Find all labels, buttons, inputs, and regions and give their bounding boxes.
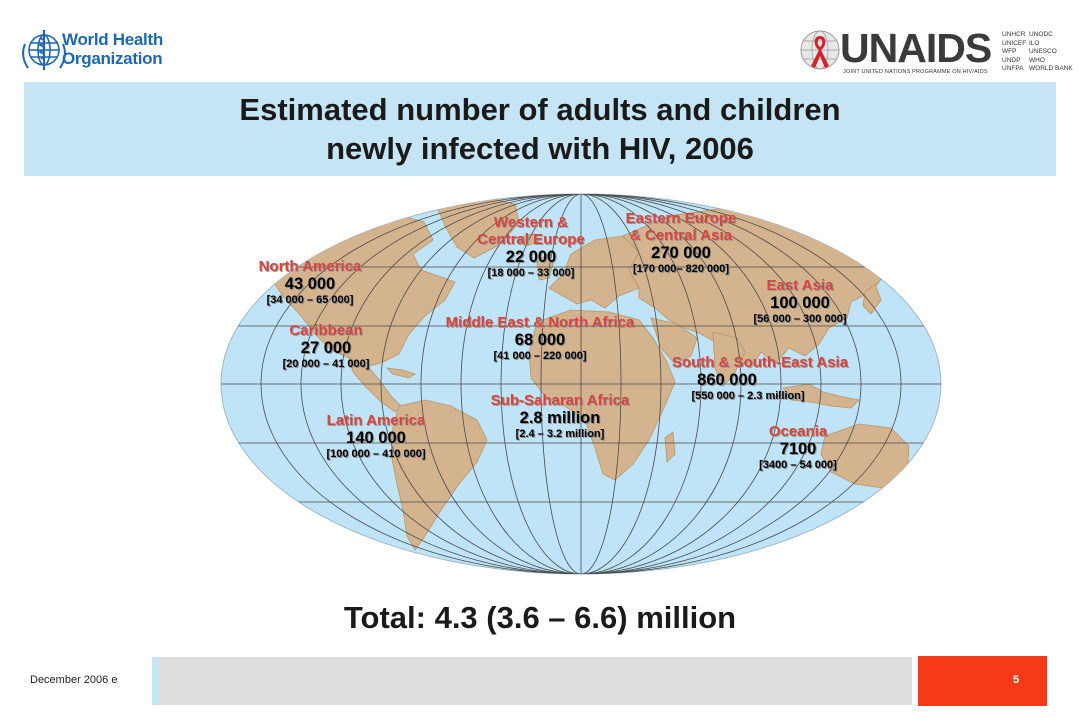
- title-band: Estimated number of adults and children …: [24, 82, 1056, 176]
- sponsor-name: WFP: [1002, 48, 1017, 55]
- region-name: Oceania: [768, 423, 828, 440]
- region-value: 140 000: [346, 429, 406, 447]
- region-south-southeast-asia: South & South-East Asia 860 000 [550 000…: [610, 354, 910, 404]
- slide-title: Estimated number of adults and children …: [24, 90, 1056, 168]
- unaids-wordmark: UNAIDS: [840, 25, 992, 71]
- unaids-sponsors-col2: UNODC ILO UNESCO WHO WORLD BANK: [1029, 31, 1073, 74]
- region-western-central-europe: Western & Central Europe 22 000 [18 000 …: [456, 214, 606, 281]
- sponsor-name: UNFPA: [1002, 65, 1024, 72]
- region-east-asia: East Asia 100 000 [56 000 – 300 000]: [728, 277, 872, 327]
- region-value: 43 000: [284, 275, 336, 293]
- region-name-line1: Eastern Europe: [625, 210, 737, 227]
- caribbean-islands: [385, 367, 416, 379]
- sponsor-name: WORLD BANK: [1029, 65, 1073, 72]
- unaids-ribbon-icon: [800, 30, 840, 70]
- iceland-landmass: [516, 233, 540, 247]
- footer-page-box: [918, 656, 1047, 706]
- region-eastern-europe-central-asia: Eastern Europe & Central Asia 270 000 [1…: [600, 210, 762, 277]
- sponsor-name: UNICEF: [1002, 39, 1027, 47]
- sponsor-name: UNDP: [1002, 56, 1021, 64]
- southeast-asia-islands: [782, 383, 860, 409]
- region-name: South & South-East Asia: [671, 354, 849, 371]
- region-value: 68 000: [514, 331, 566, 349]
- region-range: [41 000 – 220 000]: [493, 350, 587, 362]
- region-value: 27 000: [300, 339, 352, 357]
- region-range: [170 000– 820 000]: [632, 263, 730, 275]
- world-map: [220, 193, 942, 575]
- madagascar-landmass: [664, 431, 676, 463]
- india-landmass: [712, 331, 746, 387]
- region-latin-america: Latin America 140 000 [100 000 – 410 000…: [296, 412, 456, 462]
- sponsor-name: UNESCO: [1029, 48, 1057, 55]
- arabian-peninsula-landmass: [650, 317, 698, 365]
- region-value: 860 000: [697, 371, 757, 389]
- region-range: [2.4 – 3.2 million]: [515, 428, 605, 440]
- unaids-sponsors-col1: UNHCR UNICEF WFP UNDP UNFPA: [1002, 31, 1026, 74]
- region-range: [100 000 – 410 000]: [326, 448, 426, 460]
- region-oceania: Oceania 7100 [3400 – 54 000]: [728, 423, 868, 473]
- region-name-line2: Central Europe: [477, 231, 585, 248]
- region-range: [18 000 – 33 000]: [487, 267, 575, 279]
- region-range: [3400 – 54 000]: [759, 459, 837, 471]
- slide-title-line2: newly infected with HIV, 2006: [326, 131, 754, 166]
- global-total: Total: 4.3 (3.6 – 6.6) million: [343, 600, 737, 635]
- region-name-line1: Western &: [494, 214, 568, 231]
- region-range: [550 000 – 2.3 million]: [691, 390, 805, 402]
- footer-accent-box: [152, 657, 159, 705]
- who-logo-text: World Health Organization: [62, 30, 163, 68]
- region-name: Latin America: [326, 412, 426, 429]
- region-name: Sub-Saharan Africa: [490, 392, 630, 409]
- region-name: North America: [258, 258, 362, 275]
- region-range: [34 000 – 65 000]: [266, 294, 354, 306]
- region-middle-east-north-africa: Middle East & North Africa 68 000 [41 00…: [410, 314, 670, 364]
- unaids-subtitle: JOINT UNITED NATIONS PROGRAMME ON HIV/AI…: [843, 69, 988, 75]
- sponsor-name: UNHCR: [1002, 31, 1026, 38]
- south-america-landmass: [390, 399, 488, 551]
- new-zealand-landmass: [920, 481, 934, 509]
- region-north-america: North America 43 000 [34 000 – 65 000]: [232, 258, 388, 308]
- region-sub-saharan-africa: Sub-Saharan Africa 2.8 million [2.4 – 3.…: [470, 392, 650, 442]
- region-range: [20 000 – 41 000]: [282, 358, 370, 370]
- japan-landmass: [862, 283, 882, 315]
- who-emblem-icon: [22, 30, 66, 70]
- footer-bar: [159, 657, 912, 705]
- who-logo-line2: Organization: [62, 49, 163, 68]
- footer-date: December 2006 e: [30, 674, 118, 686]
- who-logo-line1: World Health: [62, 30, 163, 49]
- region-name: East Asia: [766, 277, 834, 294]
- graticule: [221, 194, 941, 574]
- slide-title-line1: Estimated number of adults and children: [239, 92, 841, 127]
- region-caribbean: Caribbean 27 000 [20 000 – 41 000]: [246, 322, 406, 372]
- region-name: Caribbean: [289, 322, 363, 339]
- region-value: 22 000: [505, 248, 557, 266]
- africa-landmass: [528, 309, 676, 481]
- region-value: 7100: [779, 440, 817, 458]
- sponsor-name: ILO: [1029, 39, 1040, 47]
- region-name: Middle East & North Africa: [445, 314, 635, 331]
- region-range: [56 000 – 300 000]: [753, 313, 847, 325]
- region-value: 100 000: [770, 294, 830, 312]
- sponsor-name: WHO: [1029, 56, 1045, 64]
- region-value: 2.8 million: [519, 409, 601, 427]
- page-number: 5: [1013, 674, 1020, 686]
- sponsor-name: UNODC: [1029, 31, 1053, 38]
- region-value: 270 000: [651, 244, 711, 262]
- region-name-line2: & Central Asia: [630, 227, 732, 244]
